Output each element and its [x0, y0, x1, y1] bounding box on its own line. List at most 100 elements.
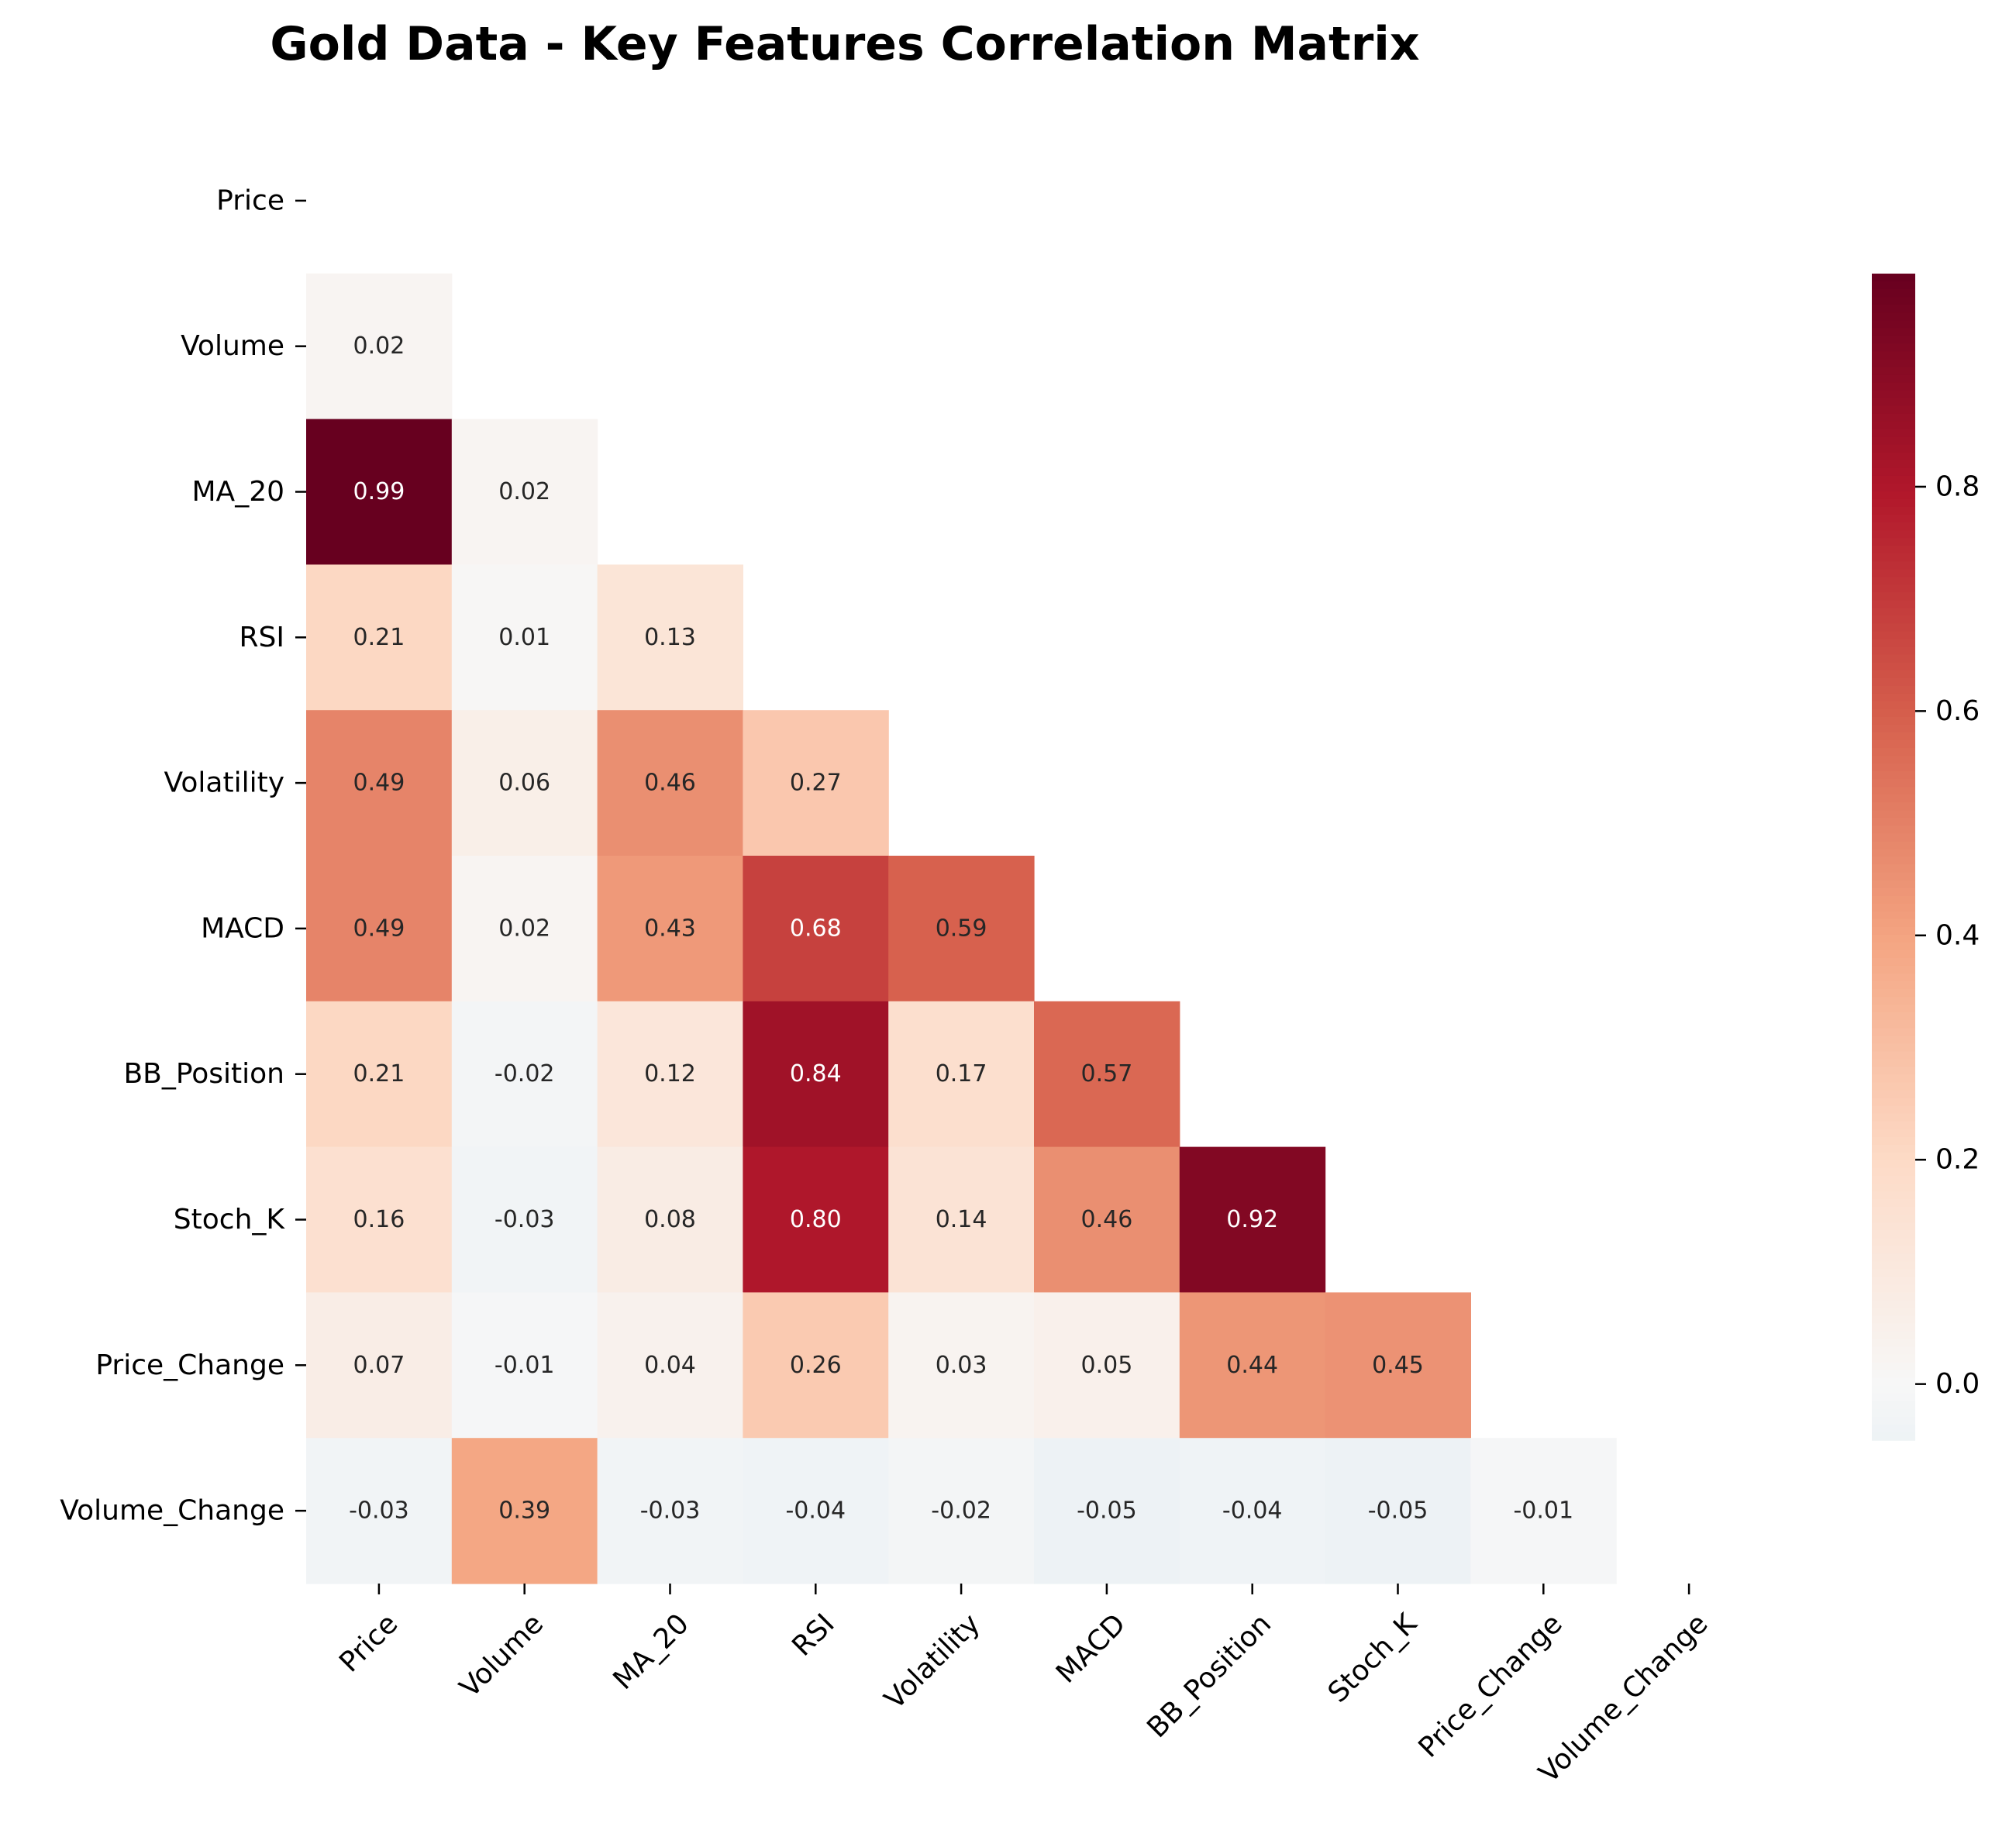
colorbar-segment	[1872, 1207, 1915, 1215]
colorbar-segment	[1872, 1074, 1915, 1084]
heatmap-cell-Volume_Change-MACD	[1034, 1438, 1180, 1584]
heatmap-cell-BB_Position-MACD	[1034, 1001, 1180, 1148]
colorbar-segment	[1872, 895, 1915, 905]
colorbar-segment	[1872, 708, 1915, 718]
colorbar-segment	[1872, 382, 1915, 391]
heatmap-cell-BB_Position-Volume	[451, 1001, 598, 1148]
colorbar-segment	[1872, 810, 1915, 819]
colorbar-segment	[1872, 1339, 1915, 1348]
heatmap-cell-Volatility-MA_20	[597, 710, 743, 856]
cell-value-Price_Change-Volume: -0.01	[495, 1352, 555, 1379]
colorbar-segment	[1872, 405, 1915, 415]
colorbar-segment	[1872, 460, 1915, 469]
cell-value-Price_Change-Price: 0.07	[353, 1352, 405, 1379]
colorbar-segment	[1872, 771, 1915, 780]
colorbar-segment	[1872, 1090, 1915, 1099]
colorbar-segment	[1872, 483, 1915, 492]
colorbar-segment	[1872, 1043, 1915, 1053]
colorbar-segment	[1872, 623, 1915, 632]
heatmap-cell-Price_Change-Price	[306, 1292, 453, 1439]
heatmap-cell-Price_Change-Volatility	[888, 1292, 1035, 1439]
cell-value-RSI-Volume: 0.01	[498, 624, 550, 651]
colorbar-segment	[1872, 887, 1915, 897]
colorbar-segment	[1872, 872, 1915, 881]
x-tick-label-Stoch_K: Stoch_K	[1322, 1607, 1424, 1708]
heatmap-cell-Price_Change-Stoch_K	[1325, 1292, 1471, 1439]
colorbar-segment	[1872, 1377, 1915, 1387]
colorbar-segment	[1872, 538, 1915, 546]
colorbar-segment	[1872, 1277, 1915, 1286]
colorbar-segment	[1872, 1144, 1915, 1153]
heatmap-cell-BB_Position-MA_20	[597, 1001, 743, 1148]
cell-value-Volatility-Price: 0.49	[353, 770, 405, 797]
colorbar-segment	[1872, 880, 1915, 889]
heatmap-cell-MACD-RSI	[743, 856, 889, 1002]
y-axis: Price Volume MA_20 RSI Volatility MACD BB_Posi…	[60, 184, 306, 1527]
colorbar-segment	[1872, 1136, 1915, 1146]
heatmap-cell-Volatility-Price	[306, 710, 453, 856]
heatmap-cell-MA_20-Volume	[451, 419, 598, 565]
heatmap-cell-Price_Change-MACD	[1034, 1292, 1180, 1439]
y-tick-label-BB_Position: BB_Position	[123, 1058, 284, 1090]
cell-value-Volatility-RSI: 0.27	[790, 770, 842, 797]
colorbar-segment	[1872, 670, 1915, 679]
heatmap-cell-BB_Position-Price	[306, 1001, 453, 1148]
colorbar-segment	[1872, 1222, 1915, 1231]
cell-value-RSI-Price: 0.21	[353, 624, 405, 651]
colorbar-segment	[1872, 965, 1915, 974]
colorbar-segment	[1872, 833, 1915, 843]
colorbar-segment	[1872, 1082, 1915, 1091]
heatmap-cell-Volume_Change-RSI	[743, 1438, 889, 1584]
colorbar-segment	[1872, 491, 1915, 500]
heatmap-cell-MA_20-Price	[306, 419, 453, 565]
colorbar-segment	[1872, 763, 1915, 772]
colorbar-segment	[1872, 1198, 1915, 1208]
heatmap-cell-Stoch_K-MACD	[1034, 1146, 1180, 1293]
y-tick-label-MA_20: MA_20	[192, 476, 285, 508]
colorbar-segment	[1872, 421, 1915, 430]
y-tick-label-Volume: Volume	[181, 330, 284, 362]
colorbar-segment	[1872, 374, 1915, 384]
heatmap-cell-Volume_Change-Price	[306, 1438, 453, 1584]
heatmap-cell-Volume_Change-BB_Position	[1179, 1438, 1326, 1584]
heatmap-cell-Volume_Change-Volatility	[888, 1438, 1035, 1584]
cell-value-Stoch_K-MACD: 0.46	[1081, 1206, 1133, 1233]
colorbar-segment	[1872, 320, 1915, 329]
colorbar-segment	[1872, 911, 1915, 920]
colorbar-segment	[1872, 1269, 1915, 1278]
y-tick-label-Volatility: Volatility	[164, 767, 284, 799]
cell-value-MACD-RSI: 0.68	[790, 915, 842, 942]
colorbar-segment	[1872, 390, 1915, 399]
x-tick-label-BB_Position: BB_Position	[1141, 1608, 1277, 1744]
cell-value-MACD-MA_20: 0.43	[644, 915, 696, 942]
colorbar-segment	[1872, 841, 1915, 850]
colorbar-segment	[1872, 934, 1915, 943]
colorbar-segment	[1872, 413, 1915, 422]
heatmap-cell-RSI-MA_20	[597, 564, 743, 711]
colorbar-segment	[1872, 1167, 1915, 1177]
colorbar-segment	[1872, 1401, 1915, 1410]
colorbar-segment	[1872, 343, 1915, 353]
colorbar-segment	[1872, 1315, 1915, 1325]
x-axis: Price Volume MA_20 RSI Volatility MACD BB_Posi…	[333, 1584, 1714, 1789]
heatmap-cell-MACD-MA_20	[597, 856, 743, 1002]
heatmap-cell-MACD-Volume	[451, 856, 598, 1002]
colorbar-segment	[1872, 312, 1915, 321]
colorbar-segment	[1872, 1253, 1915, 1263]
colorbar-segment	[1872, 584, 1915, 594]
cell-value-Stoch_K-Volume: -0.03	[495, 1206, 555, 1233]
cell-value-Volatility-Volume: 0.06	[498, 770, 550, 797]
cell-value-MA_20-Volume: 0.02	[498, 478, 550, 505]
colorbar-segment	[1872, 1238, 1915, 1246]
y-tick-label-Price_Change: Price_Change	[95, 1349, 284, 1381]
colorbar-segment	[1872, 336, 1915, 345]
colorbar-segment	[1872, 281, 1915, 290]
cell-value-RSI-MA_20: 0.13	[644, 624, 696, 651]
cell-value-Volume_Change-Stoch_K: -0.05	[1368, 1498, 1428, 1525]
colorbar-segment	[1872, 1105, 1915, 1115]
colorbar-segment	[1872, 639, 1915, 648]
colorbar-segment	[1872, 467, 1915, 477]
y-tick-label-Volume_Change: Volume_Change	[60, 1495, 284, 1527]
colorbar-segment	[1872, 802, 1915, 812]
heatmap-cell-Price_Change-Volume	[451, 1292, 598, 1439]
